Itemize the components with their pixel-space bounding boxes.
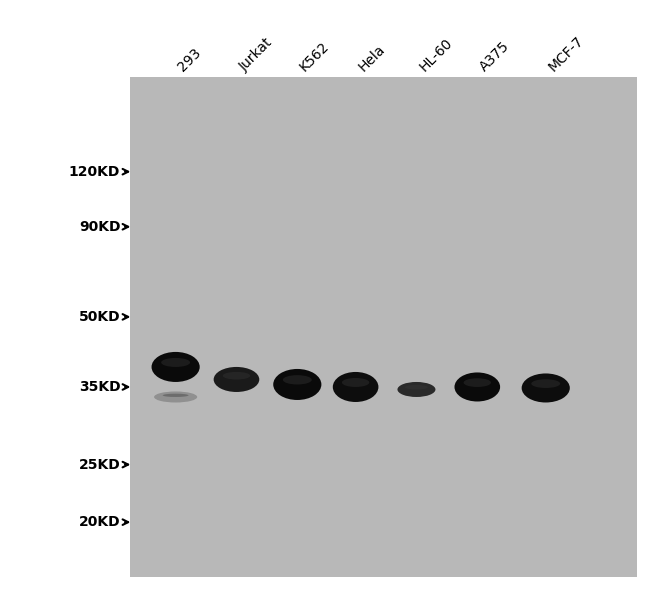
Ellipse shape [397,382,436,397]
Text: 25KD: 25KD [79,458,120,472]
Text: HL-60: HL-60 [417,35,455,74]
Text: 50KD: 50KD [79,310,120,324]
Text: K562: K562 [297,39,332,74]
Ellipse shape [214,367,259,392]
Text: 120KD: 120KD [69,165,120,178]
Text: 90KD: 90KD [79,220,120,234]
Ellipse shape [333,372,378,402]
Ellipse shape [531,379,560,388]
Ellipse shape [463,378,491,387]
Ellipse shape [405,385,428,389]
Ellipse shape [151,352,200,382]
Bar [130,77,637,577]
Ellipse shape [522,373,570,402]
Text: Jurkat: Jurkat [237,35,275,74]
Text: A375: A375 [477,38,512,74]
Text: Hela: Hela [356,42,387,74]
Ellipse shape [283,375,312,385]
Ellipse shape [223,372,250,379]
Ellipse shape [273,369,321,400]
Ellipse shape [342,378,369,387]
Ellipse shape [162,393,188,397]
Text: 293: 293 [176,45,204,74]
Ellipse shape [454,372,500,402]
Text: 35KD: 35KD [79,380,120,394]
Ellipse shape [161,358,190,367]
Text: MCF-7: MCF-7 [546,33,586,74]
Text: 20KD: 20KD [79,515,120,529]
Ellipse shape [154,392,197,402]
